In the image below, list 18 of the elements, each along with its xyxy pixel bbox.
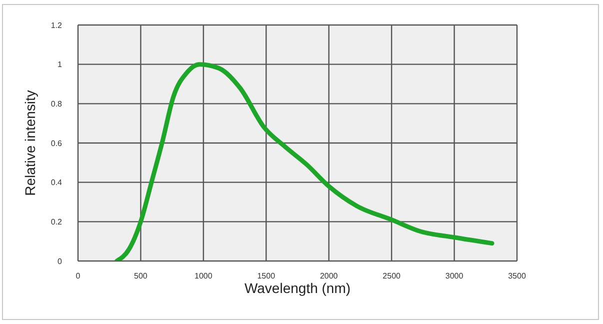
y-tick-label: 1 — [58, 60, 63, 70]
x-tick-label: 2500 — [382, 272, 402, 281]
y-tick-label: 0.4 — [50, 178, 63, 188]
x-tick-label: 500 — [134, 272, 148, 281]
x-axis-title: Wavelength (nm) — [244, 280, 351, 296]
y-tick-label: 0.6 — [50, 138, 63, 148]
x-tick-label: 3000 — [445, 272, 464, 281]
y-axis-title: Relative intensity — [22, 90, 38, 196]
line-series — [114, 62, 494, 261]
x-tick-label: 1500 — [257, 272, 276, 281]
x-tick-label: 1000 — [194, 272, 213, 281]
x-tick-label: 2000 — [320, 272, 338, 281]
y-tick-label: 0 — [58, 256, 63, 266]
y-tick-label: 0.8 — [50, 100, 63, 109]
y-tick-label: 1.2 — [50, 20, 63, 30]
x-tick-label: 0 — [76, 272, 81, 281]
x-tick-label: 3500 — [508, 272, 526, 281]
y-tick-label: 0.2 — [50, 218, 63, 227]
